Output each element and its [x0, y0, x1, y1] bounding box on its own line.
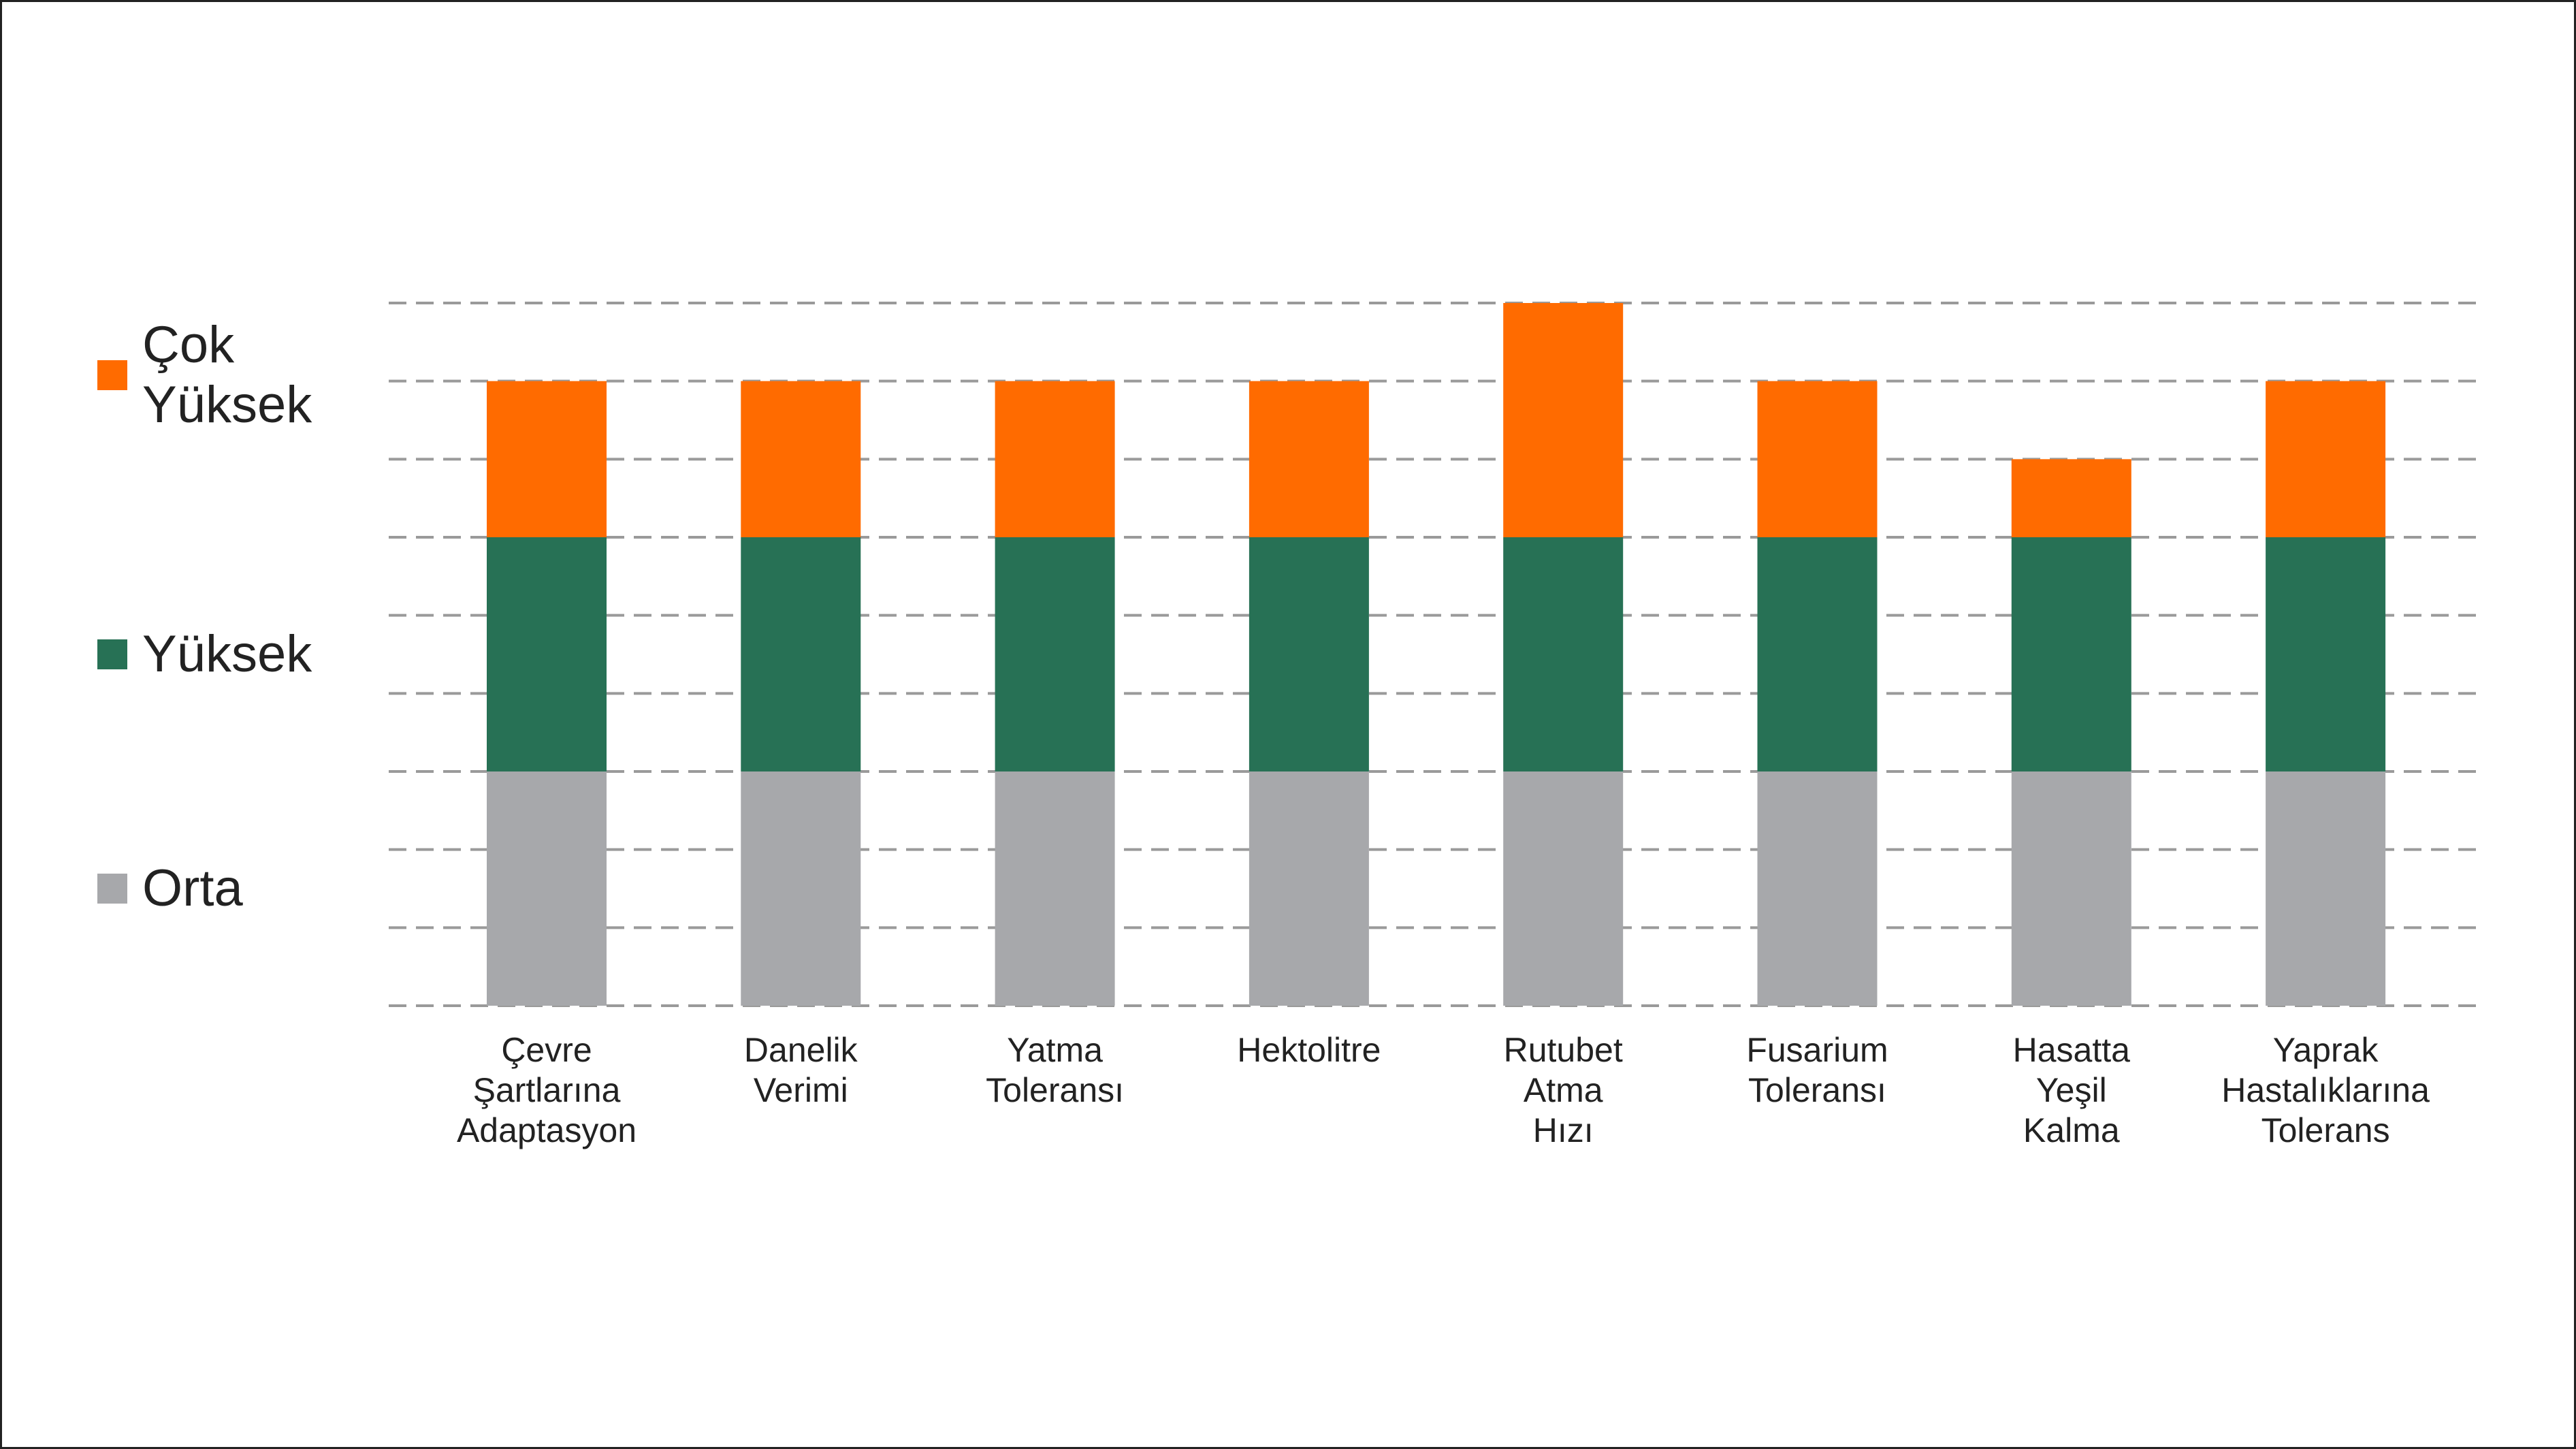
bar-segment-orta — [741, 771, 861, 1006]
x-tick-label-line: Yaprak — [2273, 1031, 2379, 1069]
x-tick-label: Hasatta Yeşil Kalma — [2013, 1031, 2131, 1149]
x-tick-label-line: Danelik — [744, 1031, 858, 1069]
bar-segment-yüksek — [2266, 537, 2386, 771]
legend-label-line: Yüksek — [142, 376, 312, 434]
bar-segment-orta — [1503, 771, 1624, 1006]
legend-item-cok-yuksek: Çok Yüksek — [97, 315, 360, 435]
legend-label-yuksek: Yüksek — [142, 624, 360, 684]
x-tick-label: Hektolitre — [1237, 1031, 1381, 1069]
legend-label-line: Yüksek — [142, 625, 312, 683]
x-tick-label-line: Verimi — [754, 1071, 848, 1109]
x-tick-label-line: Rutubet — [1504, 1031, 1623, 1069]
bars — [487, 303, 2386, 1006]
x-tick-label-line: Hastalıklarına — [2221, 1071, 2430, 1109]
legend-swatch-cok-yuksek — [97, 360, 127, 390]
x-tick-label-line: Çevre — [501, 1031, 592, 1069]
x-tick-label-line: Toleransı — [986, 1071, 1124, 1109]
bar-segment-yüksek — [995, 537, 1115, 771]
legend-label-cok-yuksek: Çok Yüksek — [142, 315, 360, 435]
grid-lines — [389, 302, 2483, 1007]
bar-segment-çok-yüksek — [995, 381, 1115, 537]
bar-segment-çok-yüksek — [1249, 381, 1369, 537]
bar-segment-orta — [2011, 771, 2131, 1006]
bar-segment-orta — [995, 771, 1115, 1006]
legend-item-yuksek: Yüksek — [97, 624, 360, 684]
x-tick-label-line: Atma — [1524, 1071, 1603, 1109]
x-tick-label-line: Şartlarına — [473, 1071, 621, 1109]
bar-segment-çok-yüksek — [487, 381, 607, 537]
x-tick-label-line: Hasatta — [2013, 1031, 2131, 1069]
bar-segment-yüksek — [1249, 537, 1369, 771]
bar-segment-orta — [1249, 771, 1369, 1006]
legend-label-line: Orta — [142, 859, 243, 917]
x-tick-label: Yaprak Hastalıklarına Tolerans — [2221, 1031, 2430, 1149]
bar-segment-çok-yüksek — [1503, 303, 1624, 537]
legend-swatch-orta — [97, 874, 127, 904]
bar-segment-çok-yüksek — [2011, 459, 2131, 537]
x-tick-label: Yatma Toleransı — [986, 1031, 1124, 1109]
legend-swatch-yuksek — [97, 639, 127, 669]
bar-segment-yüksek — [1503, 537, 1624, 771]
x-tick-label-line: Yeşil — [2036, 1071, 2107, 1109]
x-tick-label: Çevre Şartlarına Adaptasyon — [457, 1031, 637, 1149]
bar-segment-orta — [2266, 771, 2386, 1006]
legend: Çok Yüksek Yüksek Orta — [97, 315, 370, 928]
x-tick-label-line: Hektolitre — [1237, 1031, 1381, 1069]
x-tick-label-line: Kalma — [2023, 1111, 2120, 1149]
x-tick-label-line: Toleransı — [1748, 1071, 1886, 1109]
bar-segment-orta — [1757, 771, 1878, 1006]
legend-label-orta: Orta — [142, 859, 360, 919]
x-tick-label-line: Tolerans — [2261, 1111, 2390, 1149]
x-tick-label-line: Hızı — [1533, 1111, 1594, 1149]
x-tick-label: Fusarium Toleransı — [1746, 1031, 1888, 1109]
legend-label-line: Çok — [142, 316, 235, 374]
bar-segment-orta — [487, 771, 607, 1006]
legend-item-orta: Orta — [97, 859, 360, 919]
x-tick-label: Rutubet Atma Hızı — [1504, 1031, 1623, 1149]
bar-segment-çok-yüksek — [2266, 381, 2386, 537]
bar-segment-yüksek — [2011, 537, 2131, 771]
x-tick-label-line: Yatma — [1007, 1031, 1103, 1069]
bar-segment-yüksek — [487, 537, 607, 771]
x-tick-label-line: Fusarium — [1746, 1031, 1888, 1069]
x-tick-label: Danelik Verimi — [744, 1031, 858, 1109]
category-labels: Çevre Şartlarına Adaptasyon Danelik Verimi Ya… — [457, 1031, 2430, 1149]
bar-segment-çok-yüksek — [1757, 381, 1878, 537]
x-tick-label-line: Adaptasyon — [457, 1111, 637, 1149]
bar-segment-yüksek — [1757, 537, 1878, 771]
bar-segment-yüksek — [741, 537, 861, 771]
bar-segment-çok-yüksek — [741, 381, 861, 537]
